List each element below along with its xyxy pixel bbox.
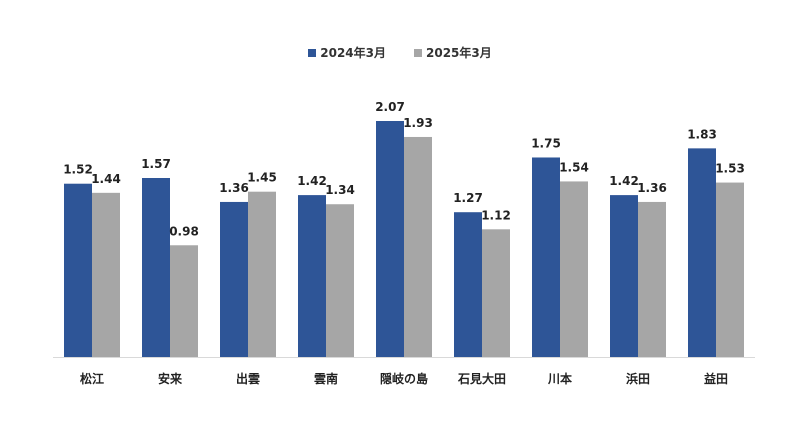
bar-series-1-6 — [454, 212, 482, 357]
value-label-series-1-7: 1.75 — [531, 136, 561, 150]
value-label-series-1-2: 1.57 — [141, 157, 171, 171]
legend-item-series-1: 2024年3月 — [308, 44, 386, 61]
category-label-3: 出雲 — [236, 371, 260, 386]
bar-series-1-4 — [298, 195, 326, 357]
bar-series-1-7 — [532, 157, 560, 357]
bar-series-2-8 — [638, 201, 666, 357]
value-label-series-2-9: 1.53 — [715, 162, 745, 176]
bar-series-1-5 — [376, 121, 404, 357]
category-label-7: 川本 — [547, 371, 572, 386]
value-label-series-1-9: 1.83 — [687, 127, 717, 141]
value-label-series-1-4: 1.42 — [297, 174, 327, 188]
value-label-series-2-4: 1.34 — [325, 183, 355, 197]
legend-item-series-2: 2025年3月 — [414, 44, 492, 61]
value-label-series-1-1: 1.52 — [63, 163, 93, 177]
value-label-series-1-8: 1.42 — [609, 174, 639, 188]
value-label-series-2-2: 0.98 — [169, 224, 199, 238]
bar-series-1-3 — [220, 201, 248, 357]
bar-series-1-8 — [610, 195, 638, 357]
value-label-series-2-8: 1.36 — [637, 181, 667, 195]
category-label-1: 松江 — [80, 371, 104, 386]
bar-series-2-1 — [92, 192, 120, 357]
bar-series-2-4 — [326, 204, 354, 357]
category-label-8: 浜田 — [626, 371, 650, 386]
value-label-series-2-1: 1.44 — [91, 172, 121, 186]
category-label-9: 益田 — [704, 371, 728, 386]
bar-series-1-1 — [64, 183, 92, 357]
value-label-series-1-6: 1.27 — [453, 191, 483, 205]
value-label-series-1-3: 1.36 — [219, 181, 249, 195]
bar-series-1-9 — [688, 148, 716, 357]
category-label-6: 石見大田 — [457, 371, 506, 386]
bar-series-2-9 — [716, 182, 744, 357]
value-label-series-1-5: 2.07 — [375, 100, 405, 114]
value-label-series-2-6: 1.12 — [481, 208, 511, 222]
category-label-5: 隠岐の島 — [380, 371, 428, 386]
legend-label-series-2: 2025年3月 — [426, 46, 492, 60]
value-label-series-2-3: 1.45 — [247, 171, 277, 185]
legend-swatch-series-2 — [414, 48, 422, 57]
legend-label-series-1: 2024年3月 — [320, 46, 386, 60]
category-label-4: 雲南 — [314, 371, 338, 386]
bar-series-2-7 — [560, 181, 588, 357]
bar-series-1-2 — [142, 178, 170, 357]
bar-series-2-2 — [170, 245, 198, 357]
bar-series-2-3 — [248, 191, 276, 357]
bar-series-2-6 — [482, 229, 510, 357]
chart-legend: 2024年3月 2025年3月 — [0, 44, 800, 61]
value-label-series-2-7: 1.54 — [559, 160, 589, 174]
value-label-series-2-5: 1.93 — [403, 116, 433, 130]
legend-swatch-series-1 — [308, 48, 317, 57]
bar-series-2-5 — [404, 136, 432, 357]
category-label-2: 安来 — [158, 371, 183, 386]
